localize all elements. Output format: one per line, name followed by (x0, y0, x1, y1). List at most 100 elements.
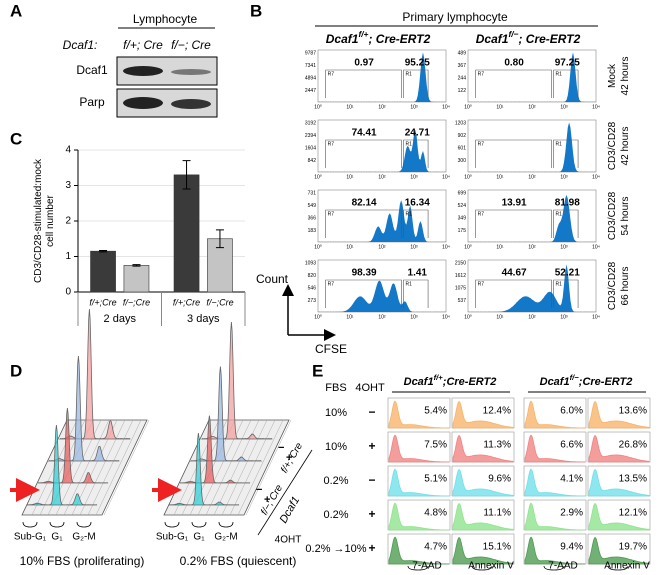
x-tick-label: 10² (528, 314, 536, 320)
condition: Mock (607, 63, 618, 88)
time: 42 hours (620, 57, 631, 96)
gene: Dcaf1 (326, 32, 359, 46)
axis-label: Annexin V (604, 561, 650, 572)
histogram (524, 434, 586, 463)
gene: Dcaf1 (404, 376, 434, 388)
axis-label: Annexin V (468, 561, 514, 572)
percent-label: 7.5% (424, 440, 447, 451)
oht-label: − (368, 473, 375, 487)
gate-percent: 97.25 (555, 58, 580, 69)
y-tick-label: 3192 (305, 120, 316, 126)
y-axis-label: CD3/CD28-stimulated:mockcell number (33, 158, 56, 283)
oht-label: − (368, 405, 375, 419)
error-bar (215, 229, 224, 249)
y-tick-label: 731 (308, 190, 317, 196)
gate (475, 279, 552, 308)
x-tick-label: 10² (378, 174, 386, 180)
row-label: CD3/CD28 66 hours (607, 261, 631, 310)
band (123, 97, 163, 109)
y-label-line: cell number (45, 194, 56, 246)
error-bar (132, 264, 141, 267)
gate (325, 139, 402, 168)
x-tick-label: 10¹ (346, 314, 354, 320)
histogram (524, 536, 586, 565)
gate-percent: 0.97 (354, 58, 374, 69)
percent-label: 5.1% (424, 474, 447, 485)
histogram (179, 415, 251, 484)
percent-label: 4.7% (424, 542, 447, 553)
hatch (221, 419, 268, 516)
phase-bracket (76, 521, 92, 528)
x-tick-label: f/−;Cre (206, 297, 233, 307)
y-tick-label: 1093 (305, 260, 316, 266)
phase-label: G₁ (51, 532, 63, 543)
suffix: ;Cre-ERT2 (443, 376, 497, 388)
percent-label: 26.8% (619, 440, 647, 451)
bar (90, 250, 116, 293)
allele: f/+ (434, 373, 444, 382)
x-tick-label: 10⁰ (464, 244, 472, 250)
allele: f/+ (358, 29, 368, 39)
hatch (87, 419, 134, 516)
gate-label: R7 (328, 211, 335, 217)
gate-percent: 16.34 (405, 198, 430, 209)
y-tick-label: 2394 (305, 133, 316, 139)
x-tick-label: 10² (528, 244, 536, 250)
lane-label: f/+; Cre (123, 38, 163, 52)
error-bar (182, 160, 191, 190)
allele: f/− (508, 29, 518, 39)
histogram (524, 468, 586, 497)
y-tick-label: 244 (458, 75, 467, 81)
y-tick-label: 2 (65, 216, 71, 227)
gate (553, 69, 579, 98)
x-tick-label: 10⁰ (314, 314, 322, 320)
gate (325, 209, 402, 238)
y-tick-label: 3 (65, 180, 71, 191)
y-tick-label: 601 (458, 145, 467, 151)
y-tick-label: 300 (458, 158, 467, 164)
gate-percent: 44.67 (502, 268, 527, 279)
time: 66 hours (620, 267, 631, 306)
panel-label: A (10, 1, 22, 20)
percent-label: 9.4% (560, 542, 583, 553)
fbs-label: 10% (325, 407, 347, 419)
x-tick-label: 10⁴ (592, 314, 600, 320)
x-tick-label: 10³ (410, 104, 418, 110)
lane-label: f/−; Cre (171, 38, 211, 52)
x-tick-label: 10⁴ (442, 174, 450, 180)
axis-label: CFSE (315, 342, 347, 356)
gate (325, 279, 402, 308)
histogram (588, 468, 650, 497)
y-label-line: CD3/CD28-stimulated:mock (33, 158, 44, 283)
phase-label: G₂-M (72, 532, 95, 543)
hatch (205, 419, 252, 516)
axis-label: Count (256, 272, 289, 286)
allele: f/− (570, 373, 580, 382)
blot-header: Lymphocyte (133, 12, 198, 26)
histogram (452, 468, 514, 497)
y-tick-label: 9787 (305, 50, 316, 56)
x-tick-label: f/−;Cre (123, 297, 150, 307)
x-tick-label: 10⁰ (464, 314, 472, 320)
error-bar (99, 249, 108, 253)
y-tick-label: 489 (458, 50, 467, 56)
gate-percent: 95.25 (405, 58, 430, 69)
phase-bracket (164, 521, 180, 528)
genotype-label: Dcaf1: (63, 38, 98, 52)
x-tick-label: 10⁴ (442, 104, 450, 110)
hatch (63, 419, 110, 516)
time: 54 hours (620, 197, 631, 236)
gate-label: R1 (405, 141, 412, 147)
hatch (95, 419, 142, 516)
phase-label: Sub-G₁ (156, 532, 189, 543)
gate-label: R1 (555, 141, 562, 147)
axis-bracket (607, 565, 629, 571)
histogram (388, 468, 450, 497)
histogram (588, 434, 650, 463)
histogram (318, 200, 446, 242)
x-tick-label: 10⁰ (314, 244, 322, 250)
condition: CD3/CD28 (607, 121, 618, 170)
suffix: ;Cre-ERT2 (579, 376, 633, 388)
treatment-sign: + (264, 494, 270, 506)
oht-label: + (368, 541, 375, 555)
